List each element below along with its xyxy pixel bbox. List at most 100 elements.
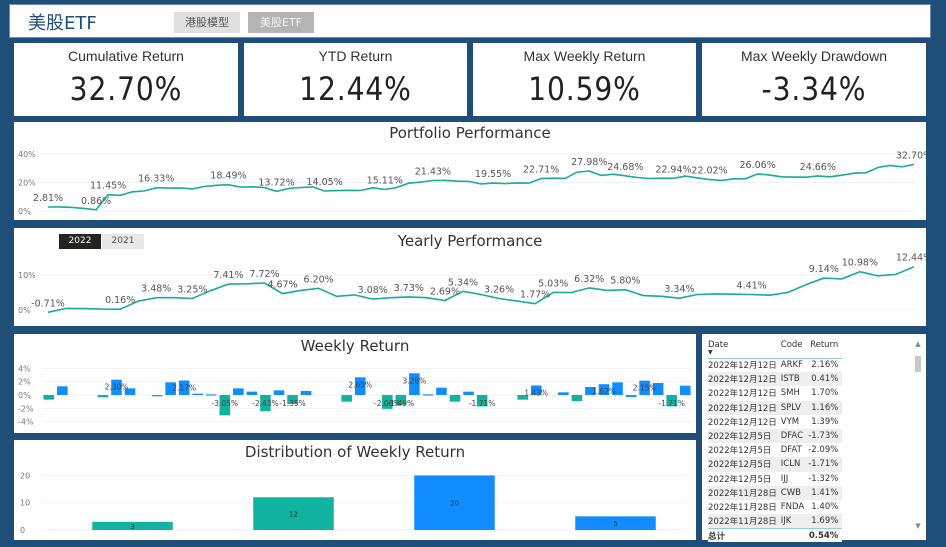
code-cell: VYM xyxy=(780,416,800,427)
y-tick-label: 0 xyxy=(20,526,25,535)
kpi-value: 32.70% xyxy=(69,70,183,108)
data-label: 7.41% xyxy=(213,270,243,281)
yearly-line-chart[interactable]: 0% 10% -0.71% 0.16% 3.48% 3.25% 7.41% 7.72%4.67… xyxy=(14,228,926,326)
code-cell: CWB xyxy=(780,485,809,500)
histogram-bar xyxy=(92,521,173,530)
app-title: 美股ETF xyxy=(28,13,97,34)
y-tick-label: 0% xyxy=(18,207,31,216)
scroll-up-icon[interactable]: ▲ xyxy=(915,340,921,348)
table-scrollbar[interactable]: ▲ ▼ xyxy=(914,340,922,530)
positive-bar xyxy=(463,391,474,395)
table-row[interactable]: 2022年12月12日 SMH 1.70% xyxy=(708,386,842,400)
positive-bar xyxy=(205,394,217,396)
table-row[interactable]: 2022年11月28日 CWB 1.41% xyxy=(708,485,843,500)
positive-bar xyxy=(679,385,691,395)
portfolio-line-chart[interactable]: 0% 20% 40% 2.81% 0.86% 11.45% 16.33% 18.49% 13.7… xyxy=(14,122,926,220)
data-label: -1.71% xyxy=(469,399,496,408)
data-label: 2.30% xyxy=(105,383,129,392)
negative-bar xyxy=(449,395,461,402)
data-label: 2.17% xyxy=(172,384,196,393)
positive-bar xyxy=(300,391,312,395)
negative-bar xyxy=(219,395,231,416)
date-cell: 2022年12月12日 xyxy=(708,417,777,428)
total-spacer xyxy=(780,527,809,543)
total-value: 0.54% xyxy=(808,527,843,543)
table-header-row: Date ▼ Code Return xyxy=(708,340,843,359)
scroll-down-icon[interactable]: ▼ xyxy=(915,522,921,530)
return-cell: 0.41% xyxy=(808,372,843,387)
y-tick-label: 0% xyxy=(18,306,31,315)
year-button-2022[interactable]: 2022 xyxy=(59,234,101,249)
data-label: 1.77% xyxy=(520,290,550,301)
data-label: 3.25% xyxy=(177,285,207,296)
return-cell: -2.09% xyxy=(808,445,839,456)
positive-bar xyxy=(598,384,610,395)
series-line xyxy=(47,163,915,211)
date-cell: 2022年12月5日 xyxy=(708,457,781,472)
data-label: 22.71% xyxy=(523,165,559,176)
data-label: 3.34% xyxy=(664,284,694,295)
table-row[interactable]: 2022年12月5日 ICLN -1.71% xyxy=(708,457,843,472)
positive-bar xyxy=(57,386,68,395)
table-row[interactable]: 2022年12月12日 ARKF 2.16% xyxy=(708,358,842,372)
data-label: 2.81% xyxy=(33,193,63,204)
y-tick-label: -4% xyxy=(18,418,34,427)
data-label: 6.20% xyxy=(304,274,334,285)
data-label: 13.72% xyxy=(258,177,294,188)
data-label: 3.08% xyxy=(358,285,388,296)
return-cell: 1.41% xyxy=(808,485,843,500)
date-cell: 2022年12月12日 xyxy=(708,400,781,415)
total-label: 总计 xyxy=(708,527,781,543)
positive-bar xyxy=(585,387,596,395)
data-label: 7.72% xyxy=(249,269,279,280)
positive-bar xyxy=(354,377,366,395)
kpi-value: 10.59% xyxy=(528,70,641,108)
return-cell: -1.73% xyxy=(808,428,843,444)
positive-bar xyxy=(422,394,434,396)
y-tick-label: 10 xyxy=(20,499,30,508)
positive-bar xyxy=(233,388,244,395)
negative-bar xyxy=(625,395,637,397)
date-cell: 2022年11月28日 xyxy=(708,514,781,529)
table-row[interactable]: 2022年11月28日 IJK 1.69% xyxy=(708,514,843,529)
weekly-bar-chart[interactable]: 4% 2% 0% -2% -4% 2.30% 2.17% -3.05% -2.43% -1.35%… xyxy=(14,334,696,433)
positive-bar xyxy=(530,385,542,395)
y-tick-label: 20% xyxy=(18,179,36,188)
table-row[interactable]: 2022年12月12日 SPLV 1.16% xyxy=(708,400,843,415)
kpi-value: -3.34% xyxy=(761,70,867,108)
table-row[interactable]: 2022年12月5日 DFAT -2.09% xyxy=(708,443,842,457)
data-label: 24.68% xyxy=(607,162,643,173)
column-header-code[interactable]: Code xyxy=(780,340,809,359)
nav-button-us-etf[interactable]: 美股ETF xyxy=(248,12,314,33)
return-cell: 1.39% xyxy=(811,416,839,427)
return-cell: 1.16% xyxy=(808,400,843,415)
table-row[interactable]: 2022年12月12日 ISTB 0.41% xyxy=(708,372,843,387)
table-row[interactable]: 2022年12月12日 VYM 1.39% xyxy=(708,415,842,429)
data-label: 1.43% xyxy=(524,388,548,397)
portfolio-performance-panel: Portfolio Performance 0% 20% 40% 2.81% 0.86%… xyxy=(14,122,926,220)
sort-desc-icon: ▼ xyxy=(708,349,713,356)
data-label: 1.62% xyxy=(592,387,616,396)
distribution-bar-chart[interactable]: 0 10 20 3 12 20 5 xyxy=(14,440,696,540)
table-row[interactable]: 2022年12月5日 IJJ -1.32% xyxy=(708,472,842,486)
scroll-thumb[interactable] xyxy=(915,356,921,372)
data-label: 0.16% xyxy=(105,295,135,306)
y-tick-label: 10% xyxy=(18,271,36,280)
table-row[interactable]: 2022年11月28日 FNDA 1.40% xyxy=(708,500,842,514)
data-label: 16.33% xyxy=(138,174,174,185)
column-header-date[interactable]: Date ▼ xyxy=(708,340,781,359)
code-cell: ISTB xyxy=(780,372,809,387)
positive-bar xyxy=(192,393,204,395)
negative-bar xyxy=(151,395,163,397)
negative-bar xyxy=(666,395,677,407)
positive-bar xyxy=(246,391,258,395)
date-cell: 2022年12月5日 xyxy=(708,446,772,457)
table-row[interactable]: 2022年12月5日 DFAC -1.73% xyxy=(708,428,843,444)
year-button-2021[interactable]: 2021 xyxy=(102,234,144,249)
chart-title: Portfolio Performance xyxy=(389,124,551,142)
positive-bar xyxy=(165,382,176,395)
data-label: -1.49% xyxy=(388,399,415,408)
column-header-return[interactable]: Return xyxy=(808,340,843,359)
nav-button-hk-model[interactable]: 港股模型 xyxy=(174,12,240,33)
data-label: 2.15% xyxy=(633,384,657,393)
